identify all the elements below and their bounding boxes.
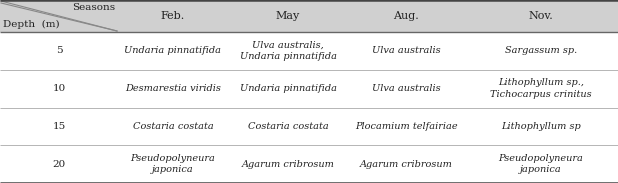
Text: Desmarestia viridis: Desmarestia viridis [125,84,221,93]
Text: Lithophyllum sp.,
Tichocarpus crinitus: Lithophyllum sp., Tichocarpus crinitus [490,78,592,99]
Text: Seasons: Seasons [72,3,115,12]
Text: Undaria pinnatifida: Undaria pinnatifida [240,84,336,93]
Text: Agarum cribrosum: Agarum cribrosum [242,160,334,169]
Text: May: May [276,11,300,21]
Text: Sargassum sp.: Sargassum sp. [505,46,577,55]
Text: 15: 15 [53,122,66,131]
Text: Pseudopolyneura
japonica: Pseudopolyneura japonica [499,154,583,174]
Bar [0,0,618,32]
Text: Ulva australis: Ulva australis [371,84,440,93]
Text: Ulva australis,
Undaria pinnatifida: Ulva australis, Undaria pinnatifida [240,41,336,61]
Text: Aug.: Aug. [393,11,419,21]
Text: Depth  (m): Depth (m) [3,20,59,29]
Text: Costaria costata: Costaria costata [133,122,213,131]
Text: Nov.: Nov. [528,11,553,21]
Text: Lithophyllum sp: Lithophyllum sp [501,122,581,131]
Text: Pseudopolyneura
japonica: Pseudopolyneura japonica [130,154,216,174]
Text: 20: 20 [53,160,66,169]
Text: Ulva australis: Ulva australis [371,46,440,55]
Text: Feb.: Feb. [161,11,185,21]
Text: 10: 10 [53,84,66,93]
Text: Undaria pinnatifida: Undaria pinnatifida [124,46,221,55]
Text: Agarum cribrosum: Agarum cribrosum [360,160,452,169]
Text: Costaria costata: Costaria costata [248,122,328,131]
Text: Plocamium telfairiae: Plocamium telfairiae [355,122,457,131]
Text: 5: 5 [56,46,62,55]
